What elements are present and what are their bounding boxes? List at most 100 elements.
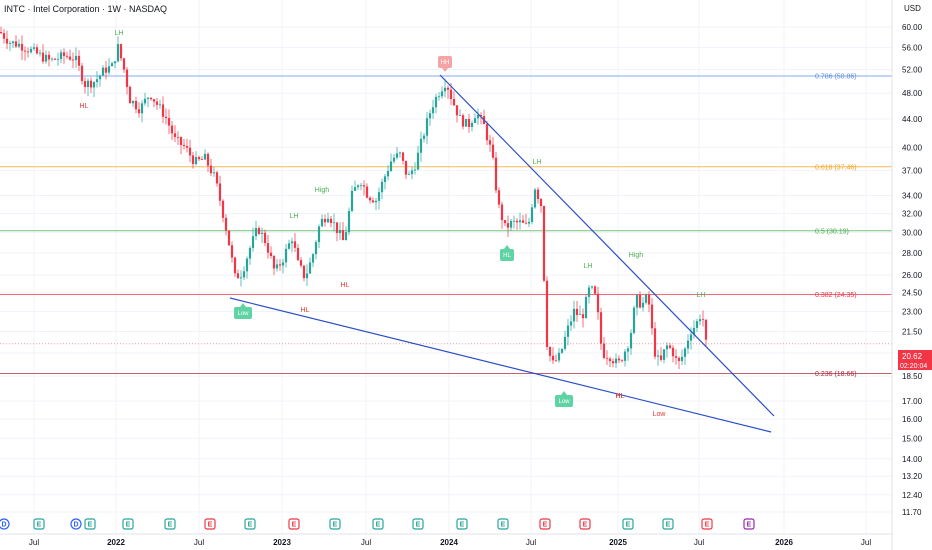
earnings-event-icon[interactable]: E xyxy=(456,518,468,530)
candle[interactable] xyxy=(410,166,414,180)
earnings-event-icon[interactable]: E xyxy=(33,518,45,530)
candle[interactable] xyxy=(686,334,690,354)
candle[interactable] xyxy=(11,40,15,48)
candle[interactable] xyxy=(548,346,552,362)
candle[interactable] xyxy=(251,227,255,252)
candle[interactable] xyxy=(74,47,78,69)
candle[interactable] xyxy=(125,66,129,95)
candle[interactable] xyxy=(458,109,462,117)
candle[interactable] xyxy=(530,204,534,225)
candle[interactable] xyxy=(509,218,513,231)
candle[interactable] xyxy=(392,153,396,164)
candle[interactable] xyxy=(554,354,558,362)
candle[interactable] xyxy=(134,96,138,114)
earnings-event-icon[interactable]: E xyxy=(701,518,713,530)
candle[interactable] xyxy=(494,152,498,194)
earnings-event-icon[interactable]: E xyxy=(329,518,341,530)
candle[interactable] xyxy=(47,51,51,67)
candle[interactable] xyxy=(461,113,465,130)
candle[interactable] xyxy=(266,234,270,259)
candle[interactable] xyxy=(395,146,399,160)
fibonacci-retracement[interactable]: 0.786 (50.86) 0.618 (37.46) 0.5 (30.19) 0.3… xyxy=(0,74,892,378)
candle[interactable] xyxy=(377,187,381,210)
earnings-event-icon[interactable]: E xyxy=(497,518,509,530)
candle[interactable] xyxy=(32,43,36,52)
candle[interactable] xyxy=(608,356,612,368)
candle[interactable] xyxy=(389,153,393,173)
candle[interactable] xyxy=(446,85,450,99)
candle[interactable] xyxy=(422,132,426,143)
candle[interactable] xyxy=(698,314,702,326)
candle[interactable] xyxy=(290,237,294,253)
candle[interactable] xyxy=(380,178,384,200)
earnings-event-icon[interactable]: E xyxy=(539,518,551,530)
candle[interactable] xyxy=(296,243,300,261)
candle[interactable] xyxy=(107,58,111,75)
candle[interactable] xyxy=(575,300,579,322)
candle[interactable] xyxy=(191,152,195,169)
candle[interactable] xyxy=(539,198,543,213)
candle[interactable] xyxy=(179,136,183,155)
candle[interactable] xyxy=(557,347,561,363)
candle[interactable] xyxy=(311,252,315,268)
candle[interactable] xyxy=(242,266,246,281)
candle[interactable] xyxy=(347,207,351,236)
upper-trendline[interactable] xyxy=(439,74,775,417)
candle[interactable] xyxy=(287,239,291,250)
candle[interactable] xyxy=(515,218,519,230)
candle[interactable] xyxy=(596,286,600,320)
candle[interactable] xyxy=(503,220,507,227)
candle[interactable] xyxy=(98,74,102,87)
candle[interactable] xyxy=(230,241,234,263)
candle[interactable] xyxy=(587,284,591,304)
candle[interactable] xyxy=(146,97,150,108)
lower-trendline[interactable] xyxy=(229,297,772,433)
candle[interactable] xyxy=(659,347,663,362)
candle[interactable] xyxy=(647,291,651,313)
candlestick-series[interactable] xyxy=(0,26,708,370)
trendlines[interactable] xyxy=(229,74,775,433)
candle[interactable] xyxy=(551,347,555,365)
candle[interactable] xyxy=(14,35,18,49)
candle[interactable] xyxy=(131,100,135,108)
candle[interactable] xyxy=(122,57,126,73)
candle[interactable] xyxy=(683,346,687,366)
candle[interactable] xyxy=(158,99,162,109)
candle[interactable] xyxy=(56,52,60,66)
candle[interactable] xyxy=(323,214,327,227)
candle[interactable] xyxy=(116,36,120,63)
dividend-event-icon[interactable]: D xyxy=(0,518,10,530)
candle[interactable] xyxy=(104,61,108,80)
candle[interactable] xyxy=(524,213,528,225)
candle[interactable] xyxy=(308,257,312,274)
time-axis[interactable]: Jul 2022 Jul 2023 Jul 2024 Jul 2025 Jul 2026 Jul xyxy=(29,538,871,547)
candle[interactable] xyxy=(569,315,573,332)
candle[interactable] xyxy=(77,50,81,71)
earnings-event-icon[interactable]: E xyxy=(244,518,256,530)
candle[interactable] xyxy=(404,160,408,179)
candle[interactable] xyxy=(62,48,66,64)
candle[interactable] xyxy=(326,212,330,224)
candle[interactable] xyxy=(50,57,54,62)
earnings-event-icon[interactable]: E xyxy=(579,518,591,530)
candle[interactable] xyxy=(86,78,90,97)
candle[interactable] xyxy=(401,151,405,165)
candle[interactable] xyxy=(542,205,546,283)
candle[interactable] xyxy=(527,217,531,228)
candle[interactable] xyxy=(665,342,669,358)
candle[interactable] xyxy=(218,175,222,207)
candle[interactable] xyxy=(2,29,6,44)
candle[interactable] xyxy=(200,156,204,160)
candle[interactable] xyxy=(611,358,615,368)
candle[interactable] xyxy=(593,285,597,295)
candle[interactable] xyxy=(233,256,237,278)
candle[interactable] xyxy=(362,180,366,196)
candle[interactable] xyxy=(677,356,681,370)
candle[interactable] xyxy=(602,336,606,360)
candle[interactable] xyxy=(269,246,273,259)
candle[interactable] xyxy=(128,85,132,104)
candle[interactable] xyxy=(215,170,219,187)
candle[interactable] xyxy=(383,174,387,190)
